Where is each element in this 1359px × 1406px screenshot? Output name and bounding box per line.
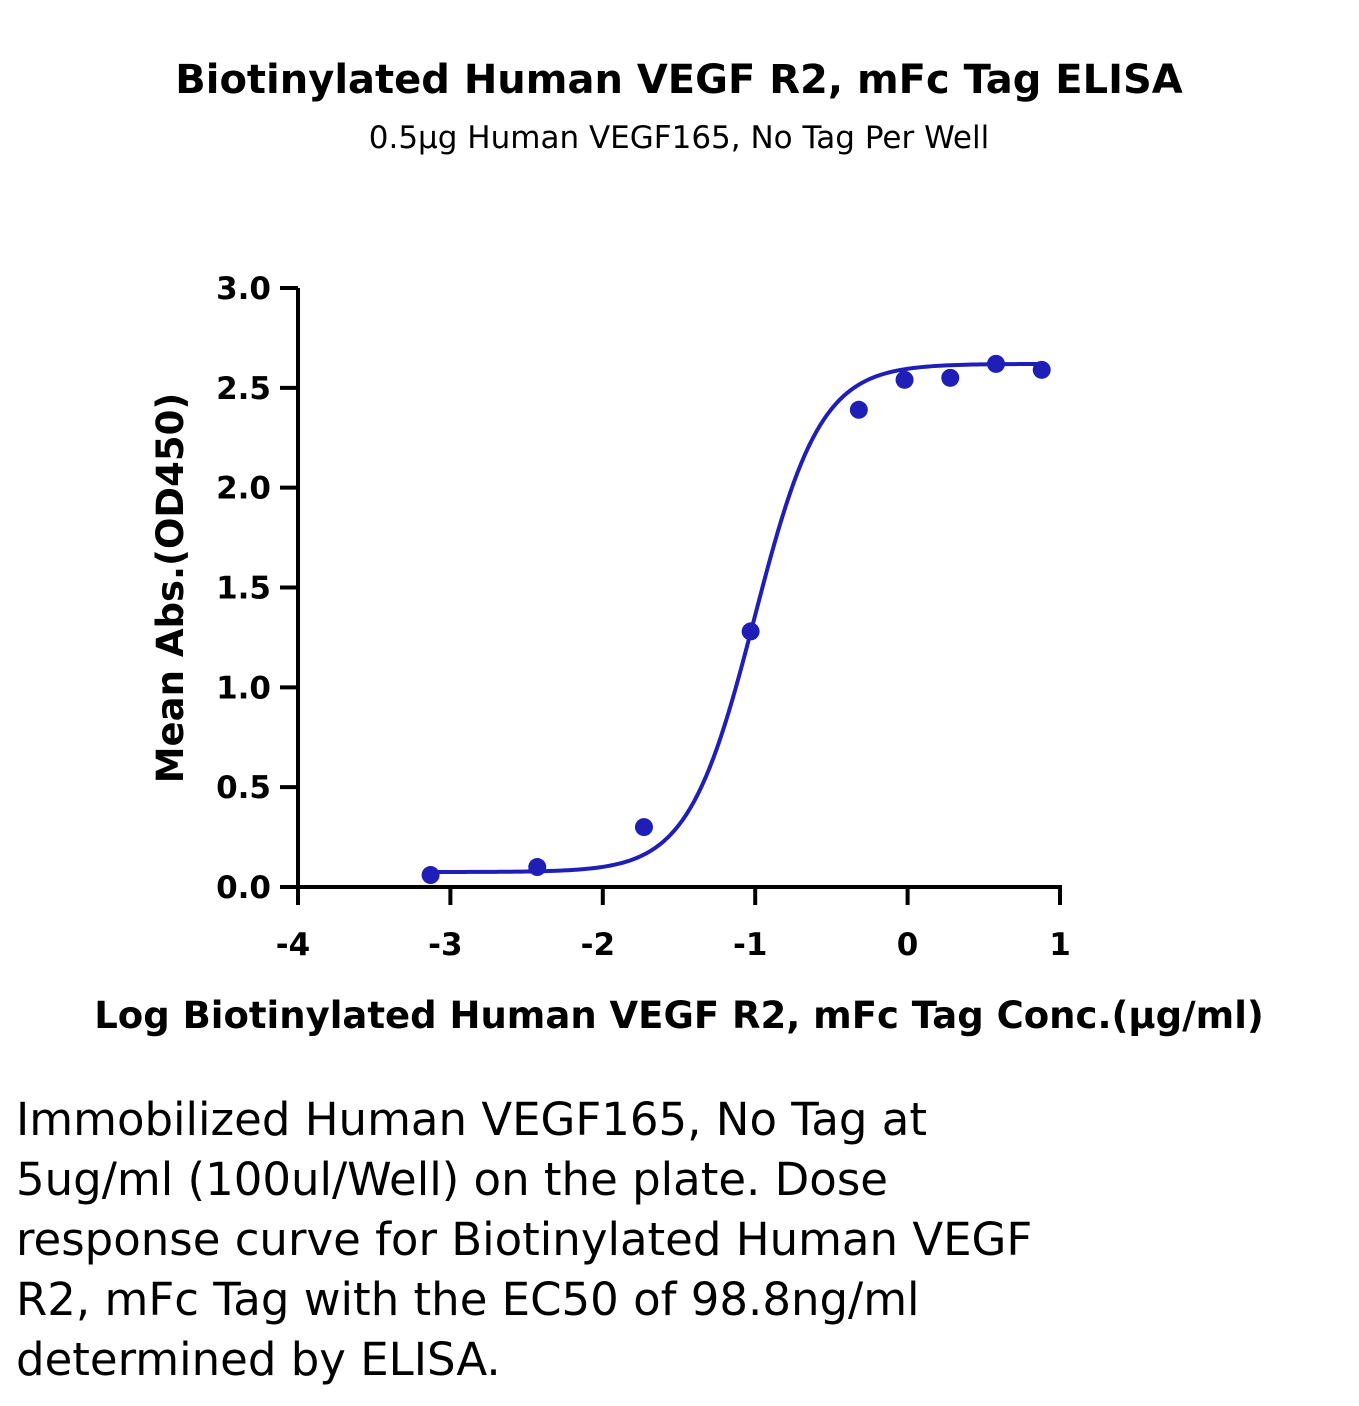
y-axis-label: Mean Abs.(OD450) — [149, 393, 192, 784]
elisa-chart: Biotinylated Human VEGF R2, mFc Tag ELIS… — [94, 57, 1264, 1037]
x-tick-label: -1 — [733, 927, 767, 963]
plot-area: 0.0 0.5 1.0 1.5 2.0 2.5 3.0 -4 -3 -2 -1 0 1 — [216, 271, 1071, 963]
y-tick-label: 0.5 — [216, 770, 271, 806]
x-tick-label: -4 — [276, 927, 310, 963]
fit-curve — [430, 361, 1042, 874]
x-axis-label: Log Biotinylated Human VEGF R2, mFc Tag … — [94, 994, 1264, 1037]
chart-title: Biotinylated Human VEGF R2, mFc Tag ELIS… — [175, 57, 1183, 103]
data-point — [986, 354, 1005, 373]
x-tick-label: 0 — [897, 927, 919, 963]
data-point — [1032, 360, 1051, 379]
y-tick-label: 3.0 — [216, 271, 271, 307]
data-point — [741, 622, 760, 641]
data-point — [849, 400, 868, 419]
data-point — [528, 858, 547, 877]
x-tick-label: -2 — [581, 927, 615, 963]
figure-caption: Immobilized Human VEGF165, No Tag at 5ug… — [16, 1093, 1033, 1386]
y-tick-label: 2.5 — [216, 371, 271, 407]
y-tick-label: 1.5 — [216, 571, 271, 607]
y-tick-label: 0.0 — [216, 870, 271, 906]
x-tick-label: -3 — [428, 927, 462, 963]
x-tick-label: 1 — [1049, 927, 1071, 963]
y-tick-label: 2.0 — [216, 471, 271, 507]
y-tick-label: 1.0 — [216, 670, 271, 706]
data-point — [634, 818, 653, 837]
data-point — [941, 368, 960, 387]
data-point — [421, 866, 440, 885]
chart-subtitle: 0.5μg Human VEGF165, No Tag Per Well — [369, 120, 989, 156]
data-point — [895, 370, 914, 389]
